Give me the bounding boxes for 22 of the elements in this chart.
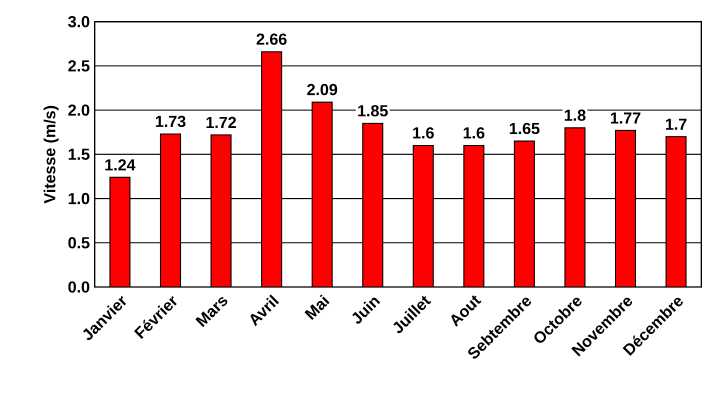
data-label: 1.24	[105, 159, 136, 170]
y-tick-label: 0.0	[68, 281, 90, 293]
y-tick-label: 1.0	[68, 192, 90, 204]
data-label: 1.77	[610, 112, 640, 124]
y-tick-label: 3.0	[68, 16, 90, 28]
data-label: 1.7	[666, 118, 686, 130]
data-label: 1.8	[564, 110, 586, 121]
x-tick-label: Juin	[352, 298, 380, 324]
data-label: 1.65	[510, 122, 540, 134]
data-label: 2.09	[307, 84, 338, 96]
data-label: 1.85	[358, 105, 388, 116]
y-axis-title: Vitesse (m/s)	[44, 106, 59, 204]
data-label: 2.66	[256, 33, 287, 45]
y-tick-label: 0.5	[68, 237, 90, 248]
y-tick-label: 2.5	[68, 60, 90, 72]
y-tick-label: 2.0	[68, 104, 90, 116]
x-tick-label: Mai	[304, 294, 330, 320]
y-tick-label: 1.5	[68, 148, 90, 160]
data-label: 1.73	[156, 116, 186, 128]
data-label: 1.72	[206, 116, 236, 128]
data-label: 1.6	[464, 127, 484, 139]
data-label: 1.6	[413, 127, 434, 139]
